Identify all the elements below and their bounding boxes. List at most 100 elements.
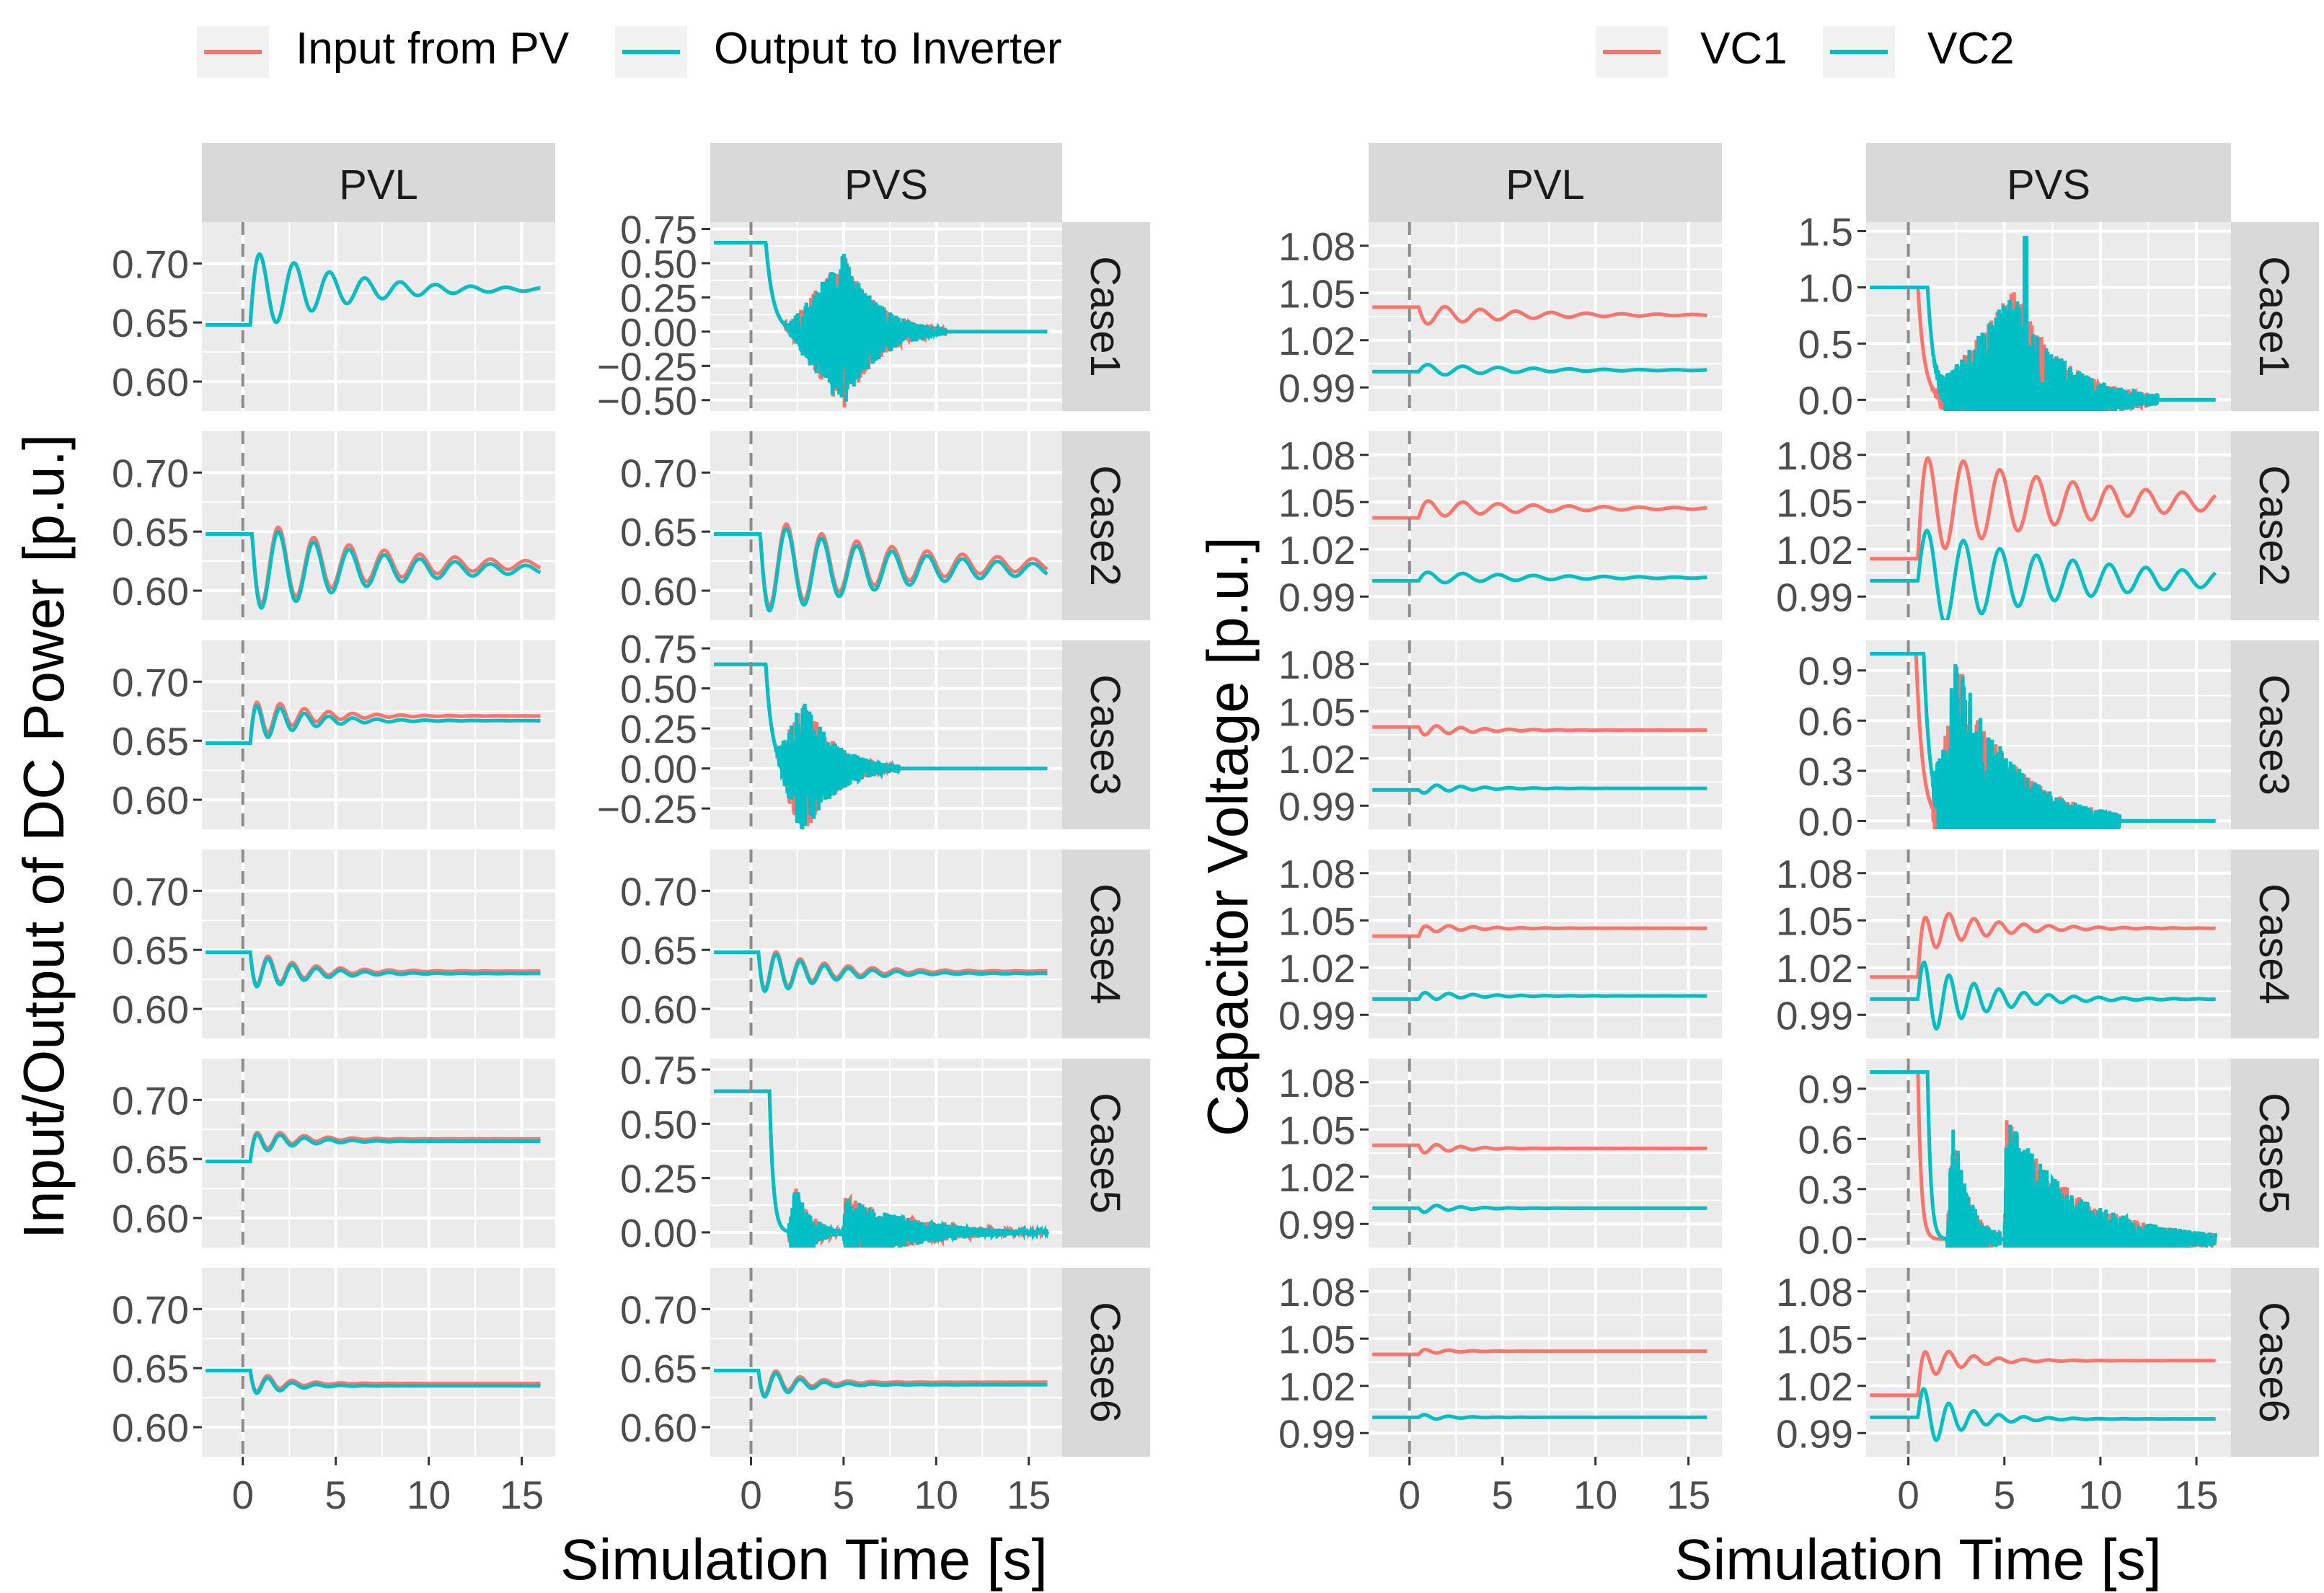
row-strip-case4 [1062, 850, 1150, 1038]
y-tick-label: 0.60 [620, 1406, 697, 1450]
y-tick-label: 1.05 [1278, 899, 1356, 943]
series-line-vc1 [1870, 912, 2216, 979]
y-tick-label: 0.25 [620, 707, 697, 751]
panel-case6-pvl: 0.60 0.65 0.70 0 5 10 15 [112, 1268, 555, 1517]
x-tick-label: 15 [1007, 1473, 1051, 1517]
panel-case5-pvs: 0.00 0.25 0.50 0.75 Case5 [620, 1048, 1150, 1256]
row-strip-label: Case4 [2250, 883, 2297, 1005]
y-tick-label: 1.05 [1278, 1108, 1356, 1152]
panel-case5-pvl: 0.991.021.051.08 [1278, 1059, 1722, 1248]
series-line-vc2 [1372, 1413, 1707, 1421]
series-line-vc2 [1372, 991, 1707, 1002]
series-line-vc2 [1372, 1204, 1707, 1214]
x-tick-label: 10 [1573, 1473, 1617, 1517]
series-line-vc2 [1870, 1387, 2216, 1442]
left-y-axis-title: Input/Output of DC Power [p.u.] [12, 434, 76, 1239]
series-line-output-to-inverter [206, 529, 542, 610]
series-line-vc2 [1870, 236, 2216, 411]
y-tick-label: 0.60 [620, 569, 697, 614]
y-tick-label: 0.70 [112, 451, 189, 495]
y-tick-label: 1.02 [1278, 528, 1356, 573]
panel-case3-pvl: 0.991.021.051.08 [1278, 640, 1722, 829]
y-tick-label: 0.60 [112, 1196, 189, 1241]
y-tick-label: 1.05 [1278, 1317, 1356, 1362]
series-line-output-to-inverter [714, 662, 1048, 829]
y-tick-label: 1.08 [1278, 1270, 1356, 1315]
y-tick-label: 1.08 [1278, 1061, 1356, 1106]
series-line-output-to-inverter [206, 1369, 541, 1395]
row-strip-label: Case2 [1082, 465, 1128, 586]
panel-case4-pvs: 0.991.021.051.08 Case4 [1776, 850, 2319, 1038]
panel-case4-pvl: 0.60 0.65 0.70 [112, 850, 555, 1038]
row-strip-case2 [2231, 431, 2319, 620]
right-legend: VC1 VC2 [1596, 24, 2015, 78]
y-tick-label: 0.6 [1798, 1117, 1853, 1162]
panel-case2-pvl: 0.60 0.65 0.70 [112, 431, 555, 620]
panel-case6-pvl: 0.991.021.051.08 0 5 10 15 [1278, 1268, 1722, 1517]
series-line-vc2 [1372, 783, 1707, 795]
y-tick-label: 0.3 [1798, 749, 1853, 794]
y-tick-label: 0.65 [112, 510, 189, 555]
panel-case1-pvl: 0.991.021.051.08 [1278, 222, 1722, 411]
y-tick-label: 0.3 [1798, 1168, 1853, 1212]
row-strip-label: Case5 [2250, 1093, 2297, 1214]
row-strip-case1 [2231, 222, 2319, 411]
x-tick-label: 10 [2078, 1473, 2122, 1517]
y-tick-label: 0.60 [112, 778, 189, 823]
y-tick-label: 0.70 [620, 869, 697, 914]
panel-case2-pvs: 0.991.021.051.08 Case2 [1776, 431, 2319, 620]
left-x-axis-title: Simulation Time [s] [560, 1527, 1048, 1592]
row-strip-case3 [1062, 640, 1150, 829]
y-tick-label: 0.99 [1776, 575, 1853, 619]
panel-case3-pvs: 0.0 0.3 0.6 0.9 Case3 [1798, 640, 2319, 844]
panel-background [202, 850, 555, 1038]
y-tick-label: 1.02 [1278, 1364, 1356, 1409]
panel-background [202, 431, 555, 620]
series-line-vc1 [1372, 1347, 1707, 1356]
panel-case6-pvs: 0.991.021.051.08 Case6 0 5 10 15 [1776, 1268, 2319, 1517]
y-tick-label: 0.9 [1798, 1067, 1853, 1112]
y-tick-label: 0.65 [112, 1137, 189, 1182]
column-strip-pvl [1369, 143, 1722, 224]
y-tick-label: 0.60 [112, 569, 189, 614]
y-tick-label: 1.08 [1776, 852, 1853, 896]
panel-background [710, 431, 1062, 620]
series-line-vc1 [1372, 723, 1707, 737]
y-tick-label: 1.08 [1776, 433, 1853, 478]
y-tick-label: 0.00 [620, 310, 697, 355]
series-line-vc1 [1372, 924, 1707, 938]
legend-label-input-from-pv: Input from PV [296, 24, 570, 74]
series-line-vc1 [1870, 456, 2217, 561]
y-tick-label: 1.08 [1278, 433, 1356, 478]
x-tick-label: 5 [1993, 1473, 2015, 1517]
y-tick-label: 1.02 [1278, 319, 1356, 363]
panel-background [710, 640, 1062, 829]
y-tick-label: 0.99 [1278, 993, 1356, 1038]
row-strip-label: Case6 [1082, 1302, 1128, 1423]
y-tick-label: 1.08 [1278, 643, 1356, 687]
x-tick-label: 5 [833, 1473, 855, 1517]
panel-background [710, 1268, 1062, 1457]
series-line-vc2 [1870, 1070, 2218, 1248]
y-tick-label: 0.5 [1798, 322, 1853, 366]
panel-background [202, 640, 555, 829]
y-tick-label: 0.99 [1278, 366, 1356, 410]
y-tick-label: 0.0 [1798, 799, 1853, 844]
legend-label-vc2: VC2 [1927, 24, 2015, 74]
facet-panels: PVL PVS0.600.650.70−0.50−0.250.000.250.50… [112, 143, 2319, 1517]
panel-case4-pvl: 0.991.021.051.08 [1278, 850, 1722, 1038]
y-tick-label: 0.75 [620, 627, 697, 671]
series-line-output-to-inverter [714, 241, 1048, 402]
y-tick-label: 1.05 [1278, 689, 1356, 734]
y-tick-label: 1.08 [1278, 852, 1356, 896]
series-line-output-to-inverter [206, 1132, 541, 1163]
panel-case1-pvl: 0.60 0.65 0.70 [112, 222, 555, 411]
y-tick-label: 0.65 [112, 301, 189, 345]
x-tick-label: 10 [407, 1473, 451, 1517]
y-tick-label: −0.25 [597, 787, 697, 831]
right-y-axis-title: Capacitor Voltage [p.u.] [1196, 537, 1260, 1137]
y-tick-label: 0.25 [620, 1157, 697, 1201]
panel-case4-pvs: 0.60 0.65 0.70 Case4 [620, 850, 1150, 1038]
x-tick-label: 5 [324, 1473, 347, 1517]
